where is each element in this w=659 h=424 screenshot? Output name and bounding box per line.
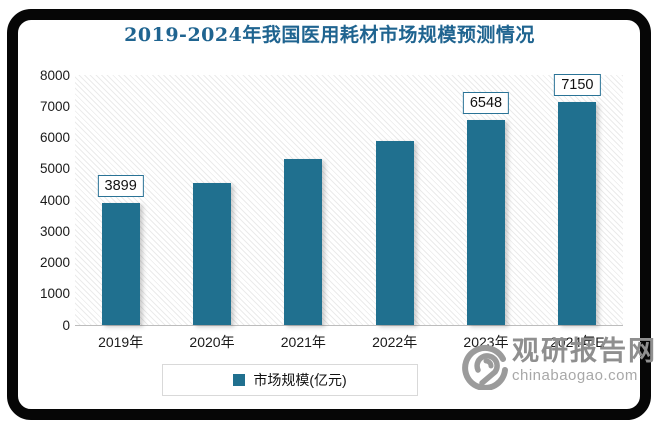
x-axis-label-2022年: 2022年 [372, 334, 418, 350]
data-label-2019年: 3899 [97, 175, 144, 198]
bar-2020年 [193, 182, 231, 325]
data-label-2024年E: 7150 [554, 73, 601, 96]
y-axis-tick-label: 7000 [39, 98, 70, 114]
bar-2022年 [375, 140, 414, 325]
x-axis-label-2020年: 2020年 [189, 334, 235, 350]
x-axis-label-2021年: 2021年 [280, 334, 326, 350]
data-label-2023年: 6548 [462, 92, 510, 115]
y-axis-tick-label: 4000 [39, 192, 70, 208]
y-axis-tick-label: 1000 [39, 286, 70, 302]
legend-marker-icon [233, 374, 246, 386]
legend-box: 市场规模(亿元) [162, 364, 418, 396]
x-axis-label-2019年: 2019年 [98, 334, 144, 350]
y-axis-tick-label: 5000 [39, 161, 70, 177]
bar-2024年E [558, 101, 597, 325]
legend-label: 市场规模(亿元) [253, 372, 347, 388]
plot-area [75, 75, 623, 326]
y-axis-tick-label: 3000 [39, 223, 70, 239]
y-axis-tick-label: 6000 [39, 130, 70, 145]
watermark-domain: chinabaogao.com [512, 367, 638, 384]
x-axis-label-2024年E: 2024年E [550, 334, 605, 350]
y-axis-tick-label: 2000 [39, 255, 70, 270]
x-axis-label-2023年: 2023年 [463, 334, 509, 350]
y-axis-tick-label: 0 [62, 317, 70, 333]
chart-title: 2019-2024年我国医用耗材市场规模预测情况 [124, 24, 535, 46]
y-axis-tick-label: 8000 [39, 67, 70, 83]
bar-2021年 [284, 159, 323, 325]
bar-2023年 [467, 120, 505, 325]
bar-2019年 [101, 203, 140, 325]
